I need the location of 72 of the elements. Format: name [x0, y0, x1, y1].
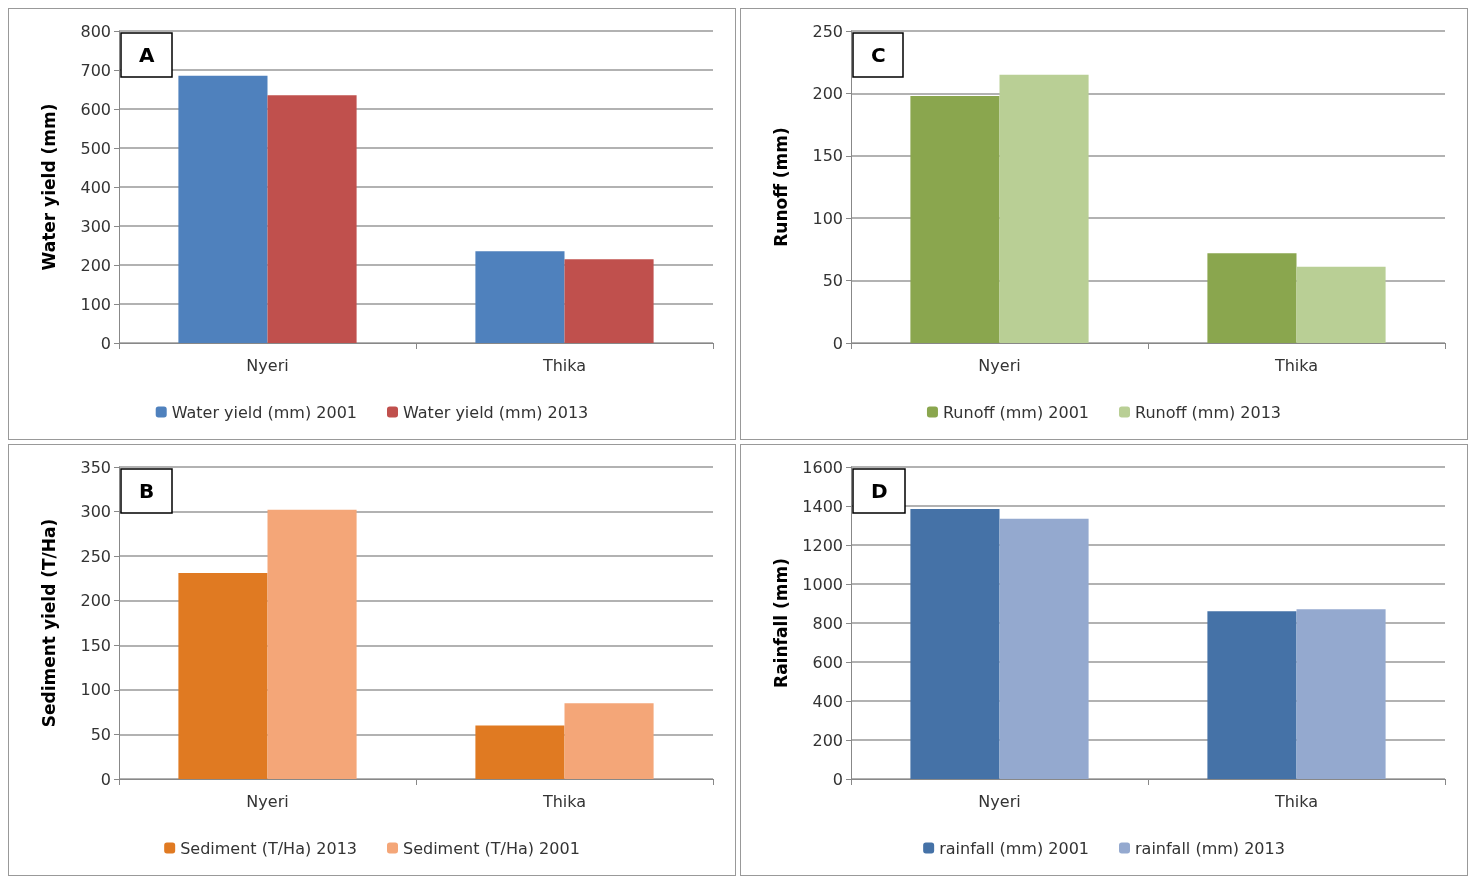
text: A — [139, 43, 155, 67]
y-tick-label: 200 — [812, 83, 843, 103]
bar — [564, 703, 654, 779]
text: D — [871, 479, 888, 503]
y-axis-title: Runoff (mm) — [770, 127, 791, 247]
x-tick-label: Thika — [1273, 791, 1319, 811]
bar — [178, 573, 268, 779]
y-tick-label: 400 — [80, 177, 111, 197]
y-tick-label: 800 — [812, 613, 843, 633]
y-tick-label: 1600 — [802, 457, 843, 477]
y-tick-label: 0 — [832, 769, 843, 789]
y-tick-label: 400 — [812, 691, 843, 711]
legend-label: Sediment (T/Ha) 2013 — [180, 838, 358, 858]
bar — [178, 75, 268, 343]
y-tick-label: 250 — [812, 21, 843, 41]
bar — [1207, 611, 1297, 779]
legend-label: Water yield (mm) 2013 — [403, 402, 589, 422]
x-tick-label: Nyeri — [978, 791, 1021, 811]
y-tick-label: 350 — [80, 457, 111, 477]
bar — [999, 74, 1089, 343]
y-tick-label: 150 — [80, 635, 111, 655]
x-tick-label: Nyeri — [246, 791, 289, 811]
y-tick-label: 800 — [80, 21, 111, 41]
y-tick-label: 150 — [812, 146, 843, 166]
bar — [1296, 266, 1386, 343]
y-tick-label: 100 — [80, 680, 111, 700]
x-tick-label: Thika — [1273, 355, 1319, 375]
y-tick-label: 50 — [822, 271, 843, 291]
bar — [475, 725, 565, 779]
legend-label: rainfall (mm) 2013 — [1135, 838, 1285, 858]
y-tick-label: 200 — [80, 255, 111, 275]
bar — [1296, 609, 1386, 779]
y-axis-title: Rainfall (mm) — [770, 558, 791, 688]
y-tick-label: 300 — [80, 216, 111, 236]
y-tick-label: 500 — [80, 138, 111, 158]
legend-label: Water yield (mm) 2001 — [171, 402, 358, 422]
y-tick-label: 0 — [100, 769, 111, 789]
y-tick-label: 200 — [80, 591, 111, 611]
y-tick-label: 100 — [812, 208, 843, 228]
x-tick-label: Thika — [541, 791, 587, 811]
legend-label: Sediment (T/Ha) 2001 — [403, 838, 580, 858]
y-axis-title: Sediment yield (T/Ha) — [38, 518, 59, 728]
bar — [910, 508, 1000, 779]
y-tick-label: 700 — [80, 60, 111, 80]
y-tick-label: 600 — [812, 652, 843, 672]
bar — [910, 95, 1000, 343]
y-axis-title: Water yield (mm) — [38, 103, 59, 271]
y-tick-label: 1400 — [802, 496, 843, 516]
bar — [1207, 253, 1297, 343]
bar — [564, 259, 654, 343]
legend-label: Runoff (mm) 2001 — [942, 402, 1090, 422]
y-tick-label: 100 — [80, 294, 111, 314]
y-tick-label: 250 — [80, 546, 111, 566]
x-tick-label: Thika — [541, 355, 587, 375]
bar — [999, 518, 1089, 779]
bar — [475, 251, 565, 343]
y-tick-label: 50 — [90, 724, 111, 744]
x-tick-label: Nyeri — [978, 355, 1021, 375]
y-tick-label: 0 — [100, 333, 111, 353]
y-tick-label: 600 — [80, 99, 111, 119]
legend-label: rainfall (mm) 2001 — [939, 838, 1089, 858]
y-tick-label: 1000 — [802, 574, 843, 594]
text: C — [871, 43, 886, 67]
y-tick-label: 0 — [832, 333, 843, 353]
y-tick-label: 200 — [812, 730, 843, 750]
legend-label: Runoff (mm) 2013 — [1135, 402, 1282, 422]
x-tick-label: Nyeri — [246, 355, 289, 375]
text: B — [139, 479, 155, 503]
y-tick-label: 1200 — [802, 535, 843, 555]
bar — [267, 509, 357, 779]
bar — [267, 95, 357, 343]
y-tick-label: 300 — [80, 502, 111, 522]
